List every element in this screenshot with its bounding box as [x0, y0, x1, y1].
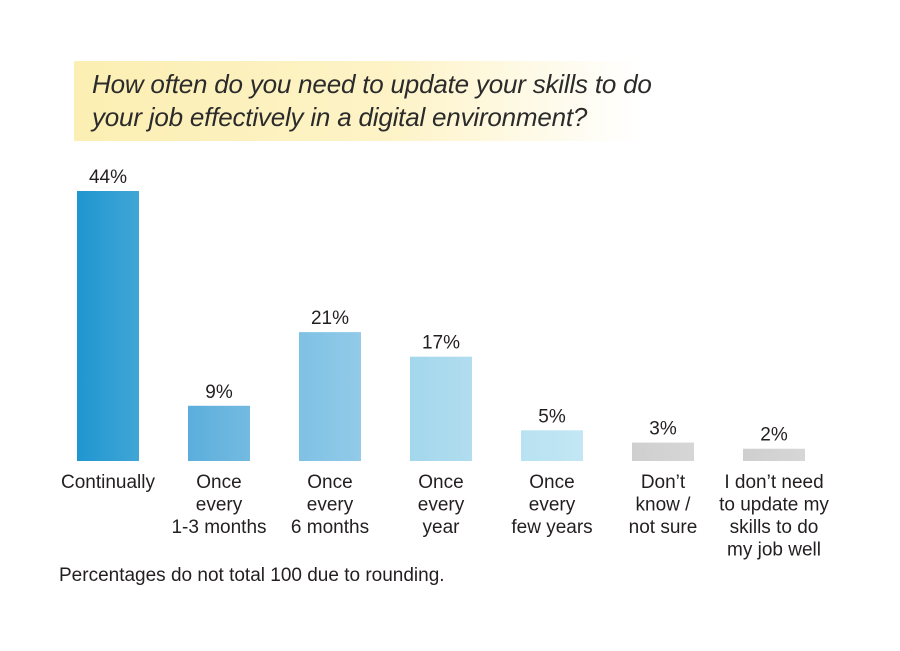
- category-label-1-line-1: Continually: [61, 472, 155, 493]
- value-label-2: 9%: [205, 382, 233, 403]
- footnote: Percentages do not total 100 due to roun…: [59, 565, 445, 586]
- category-label-7-line-1: I don’t need: [724, 472, 823, 493]
- category-label-5-line-1: Once: [529, 472, 574, 493]
- category-label-3-line-2: every: [307, 495, 354, 516]
- value-label-5: 5%: [538, 406, 566, 427]
- bar-1: [77, 191, 139, 461]
- category-label-3-line-1: Once: [307, 472, 352, 493]
- bar-2: [188, 405, 250, 461]
- value-label-1: 44%: [89, 167, 127, 188]
- category-label-2-line-1: Once: [196, 472, 241, 493]
- category-label-7-line-4: my job well: [727, 540, 821, 561]
- value-label-6: 3%: [649, 419, 677, 440]
- bar-6: [632, 442, 694, 461]
- bar-7: [743, 448, 805, 461]
- category-label-2-line-3: 1-3 months: [171, 517, 266, 538]
- bar-5: [521, 430, 583, 461]
- category-label-2-line-2: every: [196, 495, 243, 516]
- category-label-4-line-3: year: [423, 517, 461, 538]
- value-label-7: 2%: [760, 425, 788, 446]
- bar-3: [299, 332, 361, 461]
- category-label-6-line-2: know /: [636, 495, 692, 516]
- bars-group: [77, 191, 805, 461]
- chart-title: How often do you need to update your ski…: [92, 69, 652, 132]
- category-label-6-line-3: not sure: [629, 517, 698, 538]
- category-label-6-line-1: Don’t: [641, 472, 686, 493]
- category-label-5-line-3: few years: [511, 517, 592, 538]
- category-label-4-line-1: Once: [418, 472, 463, 493]
- value-labels-group: 44% 9% 21% 17% 5% 3% 2%: [89, 167, 788, 446]
- title-background: [74, 61, 640, 141]
- value-label-3: 21%: [311, 308, 349, 329]
- category-label-4-line-2: every: [418, 495, 465, 516]
- category-label-3-line-3: 6 months: [291, 517, 369, 538]
- category-label-5-line-2: every: [529, 495, 576, 516]
- value-label-4: 17%: [422, 333, 460, 354]
- category-label-7-line-3: skills to do: [730, 517, 819, 538]
- bar-4: [410, 356, 472, 461]
- category-label-7-line-2: to update my: [719, 495, 829, 516]
